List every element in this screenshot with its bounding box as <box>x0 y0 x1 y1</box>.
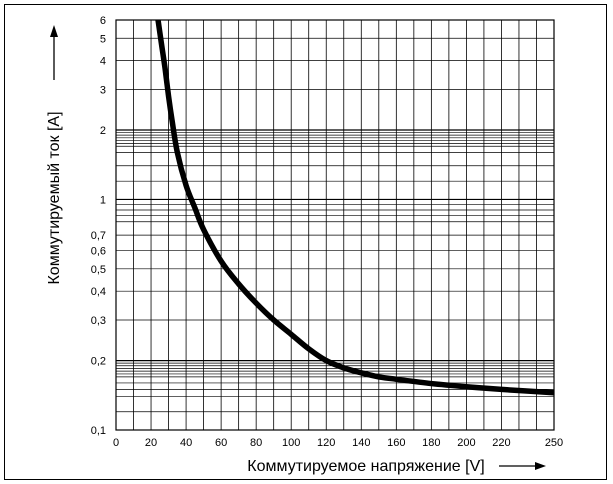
y-tick-label: 0,5 <box>91 264 106 276</box>
y-tick-label: 2 <box>100 125 106 137</box>
x-tick-label: 220 <box>492 437 510 449</box>
x-tick-label: 20 <box>145 437 157 449</box>
x-tick-label: 160 <box>387 437 405 449</box>
x-tick-label: 180 <box>422 437 440 449</box>
x-tick-label: 200 <box>457 437 475 449</box>
y-tick-label: 1 <box>100 194 106 206</box>
x-axis-title: Коммутируемое напряжение [V] <box>247 458 484 475</box>
tick-labels: 0 20 40 60 80 100 120 140 160 180 200 220 250 0,1 0,2 0… <box>91 15 563 449</box>
x-tick-label: 100 <box>282 437 300 449</box>
y-tick-label: 0,3 <box>91 315 106 327</box>
chart-frame <box>4 4 607 480</box>
x-tick-label: 0 <box>113 437 119 449</box>
x-tick-label: 140 <box>352 437 370 449</box>
plot-border <box>115 19 555 431</box>
x-tick-label: 40 <box>180 437 192 449</box>
y-tick-label: 0,7 <box>91 230 106 242</box>
y-tick-label: 3 <box>100 84 106 96</box>
y-tick-label: 0,1 <box>91 425 106 437</box>
x-tick-label: 80 <box>250 437 262 449</box>
y-tick-label: 5 <box>100 33 106 45</box>
y-tick-label: 0,2 <box>91 356 106 368</box>
series-line-0 <box>155 19 555 396</box>
y-tick-label: 0,6 <box>91 246 106 258</box>
y-axis-arrow <box>50 25 58 80</box>
y-axis-title: Коммутируемый ток [A] <box>46 111 63 284</box>
y-tick-label: 0,4 <box>91 286 106 298</box>
y-tick-label: 4 <box>100 56 106 68</box>
x-axis-arrow <box>499 462 546 470</box>
x-tick-label: 60 <box>215 437 227 449</box>
grid <box>116 20 554 430</box>
x-tick-label: 120 <box>317 437 335 449</box>
y-tick-label: 6 <box>100 15 106 27</box>
x-tick-label: 250 <box>545 437 563 449</box>
series-layer <box>155 19 555 396</box>
